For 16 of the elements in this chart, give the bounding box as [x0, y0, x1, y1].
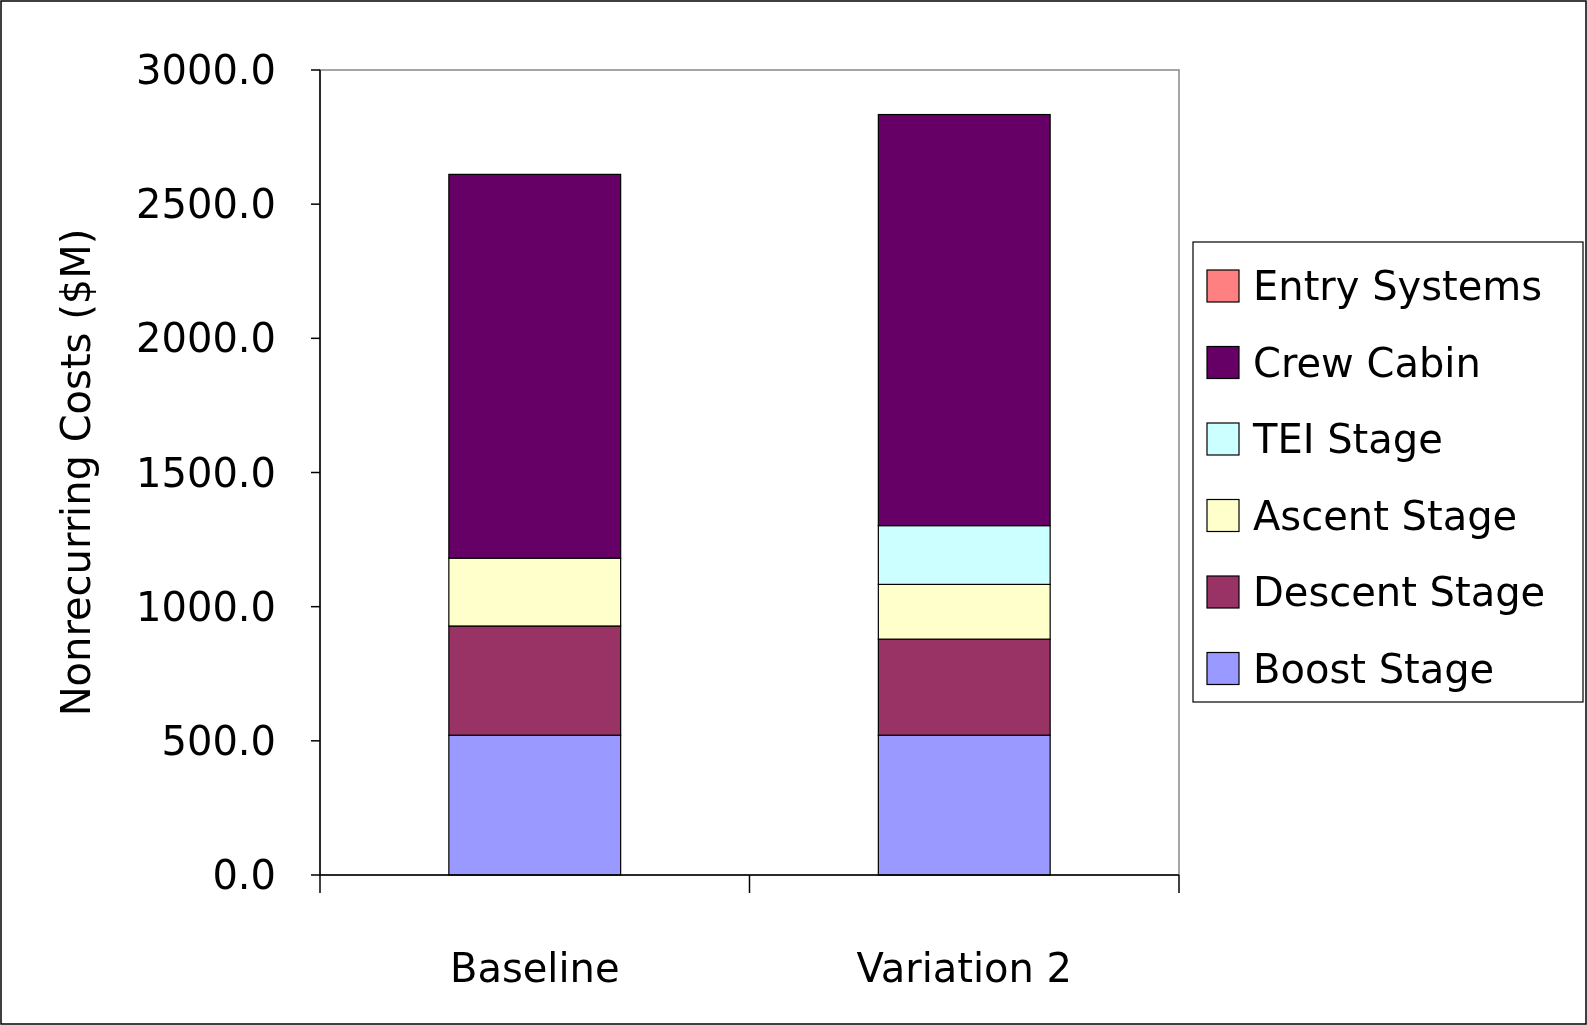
y-tick-label: 2000.0 [136, 315, 276, 362]
y-tick-label: 2500.0 [136, 181, 276, 228]
y-tick-label: 500.0 [161, 717, 276, 764]
legend-label: TEI Stage [1252, 416, 1443, 462]
y-tick-label: 1500.0 [136, 449, 276, 496]
legend-label: Ascent Stage [1253, 492, 1518, 539]
legend-label: Crew Cabin [1253, 339, 1481, 386]
legend-label: Entry Systems [1253, 263, 1543, 309]
y-tick-label: 0.0 [212, 852, 276, 898]
x-tick-label: Variation 2 [856, 945, 1073, 991]
legend-label: Boost Stage [1253, 645, 1495, 692]
y-tick-label: 3000.0 [136, 47, 276, 93]
y-tick-label: 1000.0 [136, 583, 276, 630]
legend-label: Descent Stage [1253, 569, 1546, 615]
x-tick-label: Baseline [449, 945, 620, 991]
y-axis-title: Nonrecurring Costs ($M) [53, 228, 99, 717]
